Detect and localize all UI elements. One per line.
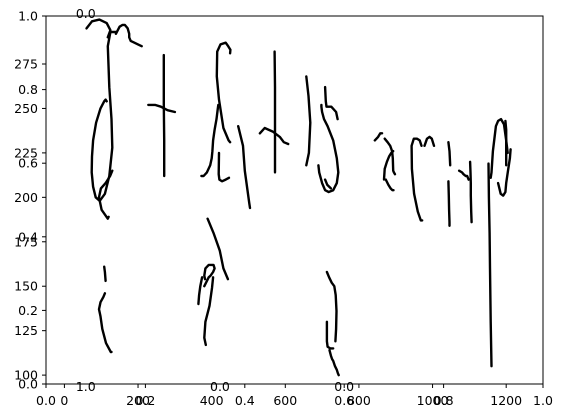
- data-x-6-label: 1200: [490, 393, 522, 408]
- data-y-4-label: 200: [14, 190, 38, 205]
- data-y-0-label: 100: [14, 368, 38, 383]
- data-y-7-label: 275: [14, 57, 38, 72]
- data-x-4-label: 800: [347, 393, 371, 408]
- unit-x-4-label: 0.8: [434, 393, 454, 408]
- ink-stroke-27: [383, 137, 397, 176]
- ink-stroke-20: [317, 103, 340, 194]
- unit-y-0-label: 0.0: [18, 377, 38, 392]
- ink-stroke-25: [373, 132, 384, 142]
- unit-x-2-label: 0.4: [235, 393, 255, 408]
- handwriting-strokes: [85, 18, 512, 377]
- ink-stroke-29: [410, 137, 424, 222]
- plot-frame: [45, 15, 544, 385]
- unit-x-1-label: 0.2: [135, 393, 155, 408]
- unit-x-5-label: 1.0: [533, 393, 553, 408]
- ink-stroke-14: [206, 217, 230, 281]
- ink-stroke-31: [447, 140, 452, 167]
- ink-stroke-18: [305, 75, 312, 167]
- ink-stroke-11: [236, 124, 252, 210]
- unit-y-2-label: 0.4: [18, 229, 38, 244]
- data-x-5-label: 1000: [417, 393, 449, 408]
- ink-stroke-4: [97, 292, 113, 354]
- unit-y-5-label: 1.0: [18, 9, 38, 24]
- data-y-1-label: 125: [14, 323, 38, 338]
- ink-stroke-34: [468, 160, 473, 224]
- ink-stroke-12: [197, 276, 204, 306]
- ink-stroke-19: [323, 85, 339, 121]
- unit-y-1-label: 0.2: [18, 303, 38, 318]
- data-x-3-label: 600: [273, 393, 297, 408]
- ink-stroke-22: [325, 270, 338, 343]
- axes: [42, 15, 544, 388]
- ink-stroke-36: [489, 117, 509, 180]
- ink-stroke-9: [217, 151, 231, 183]
- ink-stroke-0: [85, 18, 112, 39]
- ink-stroke-13: [203, 263, 216, 288]
- tick-labels: 0.0 0.2 0.4 0.6 0.8 1.0 0 200 400 600 800 1000 1200 0…: [14, 6, 553, 408]
- unit-x-0-label: 0.0: [36, 393, 56, 408]
- extra-label-1: 1.0: [76, 379, 96, 394]
- ink-stroke-32: [447, 180, 451, 228]
- ink-stroke-15: [203, 276, 215, 347]
- ink-stroke-2: [114, 23, 143, 48]
- ink-stroke-8: [215, 41, 232, 144]
- extra-label-0: 0.0: [76, 6, 96, 21]
- extra-label-3: 0.0: [334, 379, 354, 394]
- data-y-6-label: 250: [14, 101, 38, 116]
- ink-stroke-21: [323, 178, 333, 190]
- ink-stroke-37: [496, 148, 512, 197]
- data-y-2-label: 150: [14, 279, 38, 294]
- ink-stroke-1: [90, 30, 118, 203]
- ink-stroke-17: [258, 126, 290, 146]
- ink-stroke-24: [328, 349, 340, 377]
- ink-stroke-5: [102, 265, 107, 283]
- ink-stroke-35: [487, 162, 493, 368]
- data-x-0-label: 0: [60, 393, 68, 408]
- ink-stroke-3: [97, 169, 114, 220]
- unit-x-3-label: 0.6: [334, 393, 354, 408]
- ink-stroke-38: [504, 119, 508, 167]
- unit-y-4-label: 0.8: [18, 82, 38, 97]
- ink-stroke-33: [457, 169, 470, 181]
- ink-stroke-30: [423, 135, 436, 148]
- data-x-2-label: 400: [200, 393, 224, 408]
- unit-y-3-label: 0.6: [18, 156, 38, 171]
- data-y-3-label: 175: [14, 234, 38, 249]
- ink-stroke-7: [147, 103, 177, 114]
- ink-stroke-10: [200, 103, 220, 178]
- data-x-1-label: 200: [126, 393, 150, 408]
- ink-stroke-23: [325, 320, 335, 350]
- ink-stroke-28: [384, 178, 395, 192]
- extra-label-2: 0.0: [210, 379, 230, 394]
- data-y-5-label: 225: [14, 145, 38, 160]
